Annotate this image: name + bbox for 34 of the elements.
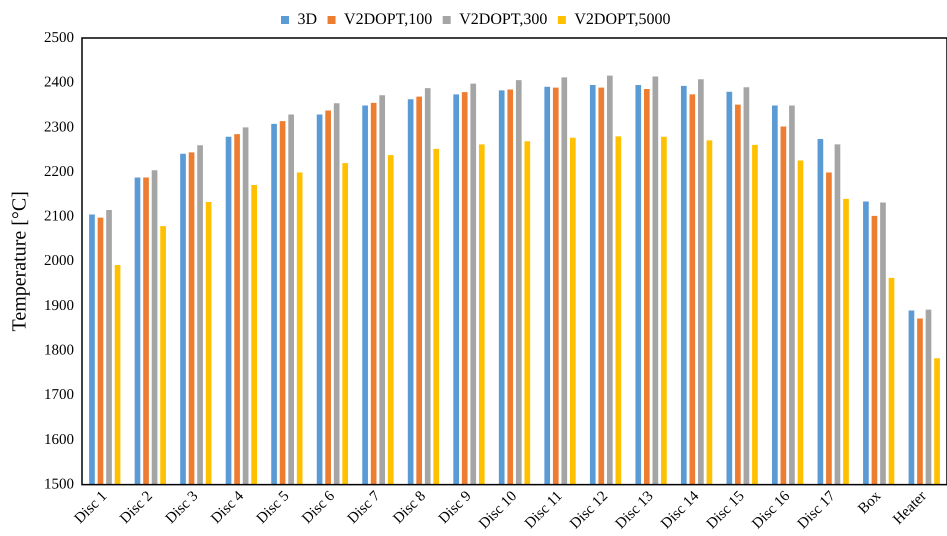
- x-tick-label: Disc 15: [704, 488, 748, 532]
- x-tick-label: Disc 17: [794, 488, 840, 532]
- legend-label: V2DOPT,300: [459, 11, 548, 28]
- y-tick-label: 2500: [44, 30, 74, 46]
- x-tick-label: Disc 16: [749, 488, 794, 532]
- y-tick-label: 1500: [44, 476, 74, 493]
- y-tick-label: 2100: [44, 208, 74, 225]
- y-tick-label: 1900: [44, 298, 74, 314]
- y-tick-label: 2300: [44, 119, 74, 136]
- x-tick-label: Disc 12: [567, 488, 612, 532]
- x-tick-label: Disc 1: [72, 488, 110, 527]
- x-tick-label: Disc 8: [390, 488, 430, 527]
- legend-label: V2DOPT,5000: [574, 11, 671, 28]
- y-tick-label: 2000: [44, 253, 74, 270]
- legend-label: V2DOPT,100: [344, 11, 432, 28]
- x-tick-label: Box: [855, 488, 885, 518]
- x-tick-label: Disc 6: [299, 488, 338, 527]
- x-tick-label: Disc 7: [344, 488, 384, 527]
- y-axis-title: Temperature [°C]: [8, 191, 30, 332]
- x-tick-label: Disc 14: [658, 488, 703, 532]
- x-tick-label: Disc 4: [208, 488, 248, 527]
- x-tick-label: Disc 3: [162, 488, 202, 527]
- x-tick-label: Disc 11: [522, 488, 566, 532]
- y-tick-label: 1600: [44, 432, 74, 448]
- y-tick-label: 2400: [44, 74, 74, 91]
- x-tick-label: Disc 10: [476, 488, 520, 532]
- y-tick-label: 2200: [44, 164, 74, 180]
- y-tick-label: 1800: [44, 342, 74, 359]
- x-tick-label: Disc 5: [254, 488, 292, 527]
- legend-label: 3D: [298, 11, 318, 28]
- y-tick-label: 1700: [44, 387, 74, 404]
- x-tick-label: Disc 9: [436, 488, 475, 527]
- x-tick-label: Disc 13: [612, 488, 657, 532]
- x-tick-label: Disc 2: [117, 488, 156, 527]
